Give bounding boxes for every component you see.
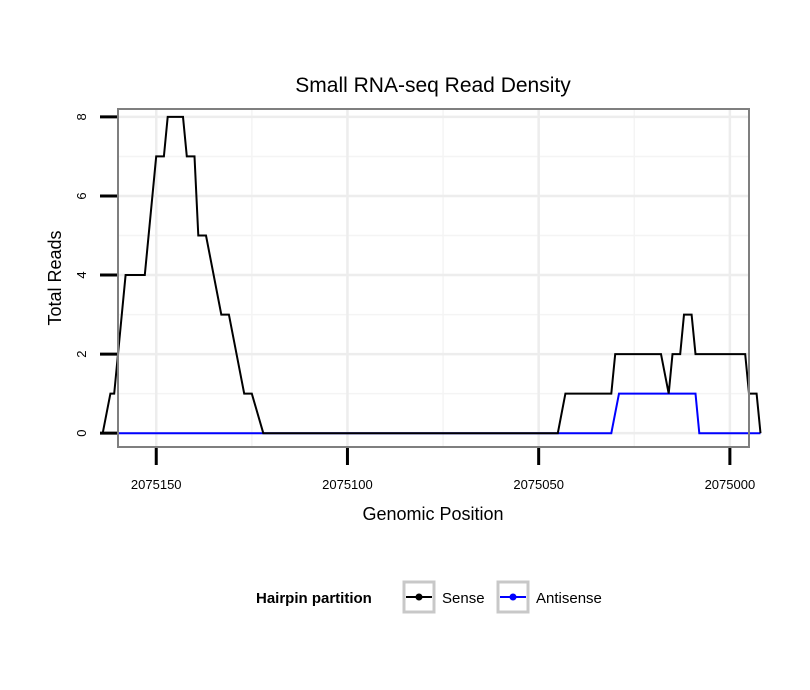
x-tick-label: 2075150 <box>131 477 182 492</box>
axes: 2075150 2075100 2075050 2075000 0 2 4 6 8 <box>74 113 755 492</box>
legend-entry-antisense: Antisense <box>496 580 602 614</box>
legend: Hairpin partition Sense Antisense <box>256 580 602 614</box>
legend-dot-antisense <box>509 593 517 601</box>
x-axis-title: Genomic Position <box>362 504 503 524</box>
y-axis-title: Total Reads <box>45 230 65 325</box>
legend-dot-sense <box>415 593 423 601</box>
x-tick-label: 2075000 <box>705 477 756 492</box>
y-tick-label: 2 <box>74 350 89 357</box>
series-line-sense <box>101 115 762 435</box>
panel-border <box>117 108 750 448</box>
series-layer <box>101 115 762 435</box>
y-tick-label: 4 <box>74 271 89 278</box>
y-tick-label: 8 <box>74 113 89 120</box>
legend-label-antisense: Antisense <box>536 590 602 607</box>
legend-title: Hairpin partition <box>256 590 372 607</box>
y-tick-label: 6 <box>74 192 89 199</box>
x-tick-label: 2075100 <box>322 477 373 492</box>
chart-title: Small RNA-seq Read Density <box>295 74 571 97</box>
legend-entry-sense: Sense <box>402 580 485 614</box>
legend-label-sense: Sense <box>442 590 485 607</box>
x-tick-label: 2075050 <box>513 477 564 492</box>
y-tick-label: 0 <box>74 430 89 437</box>
